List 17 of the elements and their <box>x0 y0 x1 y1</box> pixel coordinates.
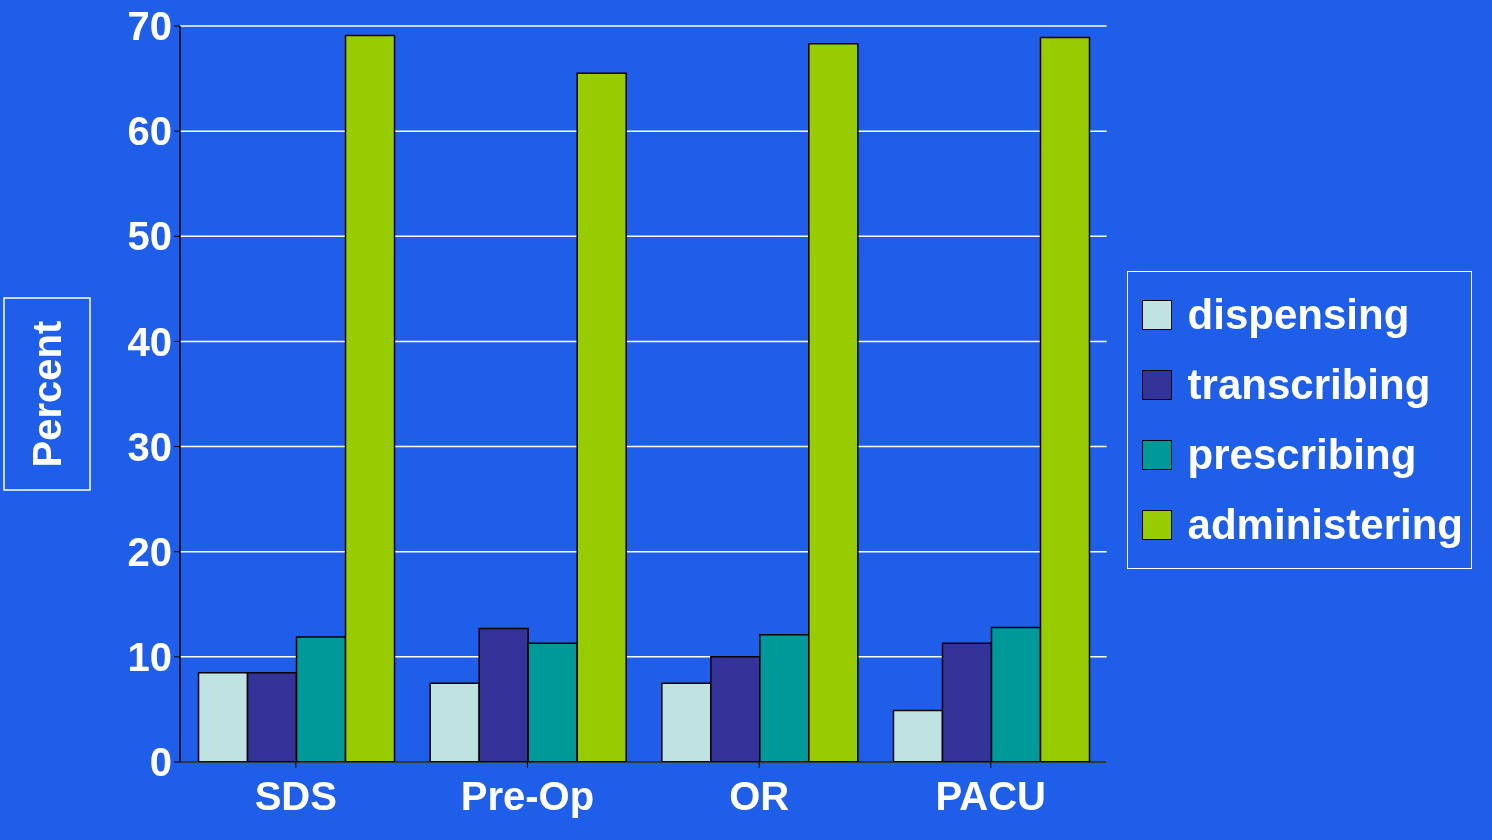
x-tick-label: Pre-Op <box>460 774 595 819</box>
y-tick-label: 0 <box>149 740 172 785</box>
y-tick-label: 40 <box>127 319 172 364</box>
legend-label: prescribing <box>1187 431 1417 479</box>
y-tick-label: 30 <box>127 424 172 469</box>
legend-label: administering <box>1187 501 1463 549</box>
y-axis-title: Percent <box>25 320 69 468</box>
y-tick-label: 60 <box>127 109 172 154</box>
y-tick-label: 50 <box>127 214 172 259</box>
x-tick-label: PACU <box>935 774 1046 819</box>
y-tick-label: 70 <box>127 4 172 49</box>
legend-label: dispensing <box>1187 291 1410 339</box>
x-tick-label: SDS <box>254 774 337 819</box>
x-tick-label: OR <box>729 774 790 819</box>
legend-label: transcribing <box>1187 361 1431 409</box>
y-tick-label: 10 <box>127 635 172 680</box>
y-tick-label: 20 <box>127 529 172 574</box>
